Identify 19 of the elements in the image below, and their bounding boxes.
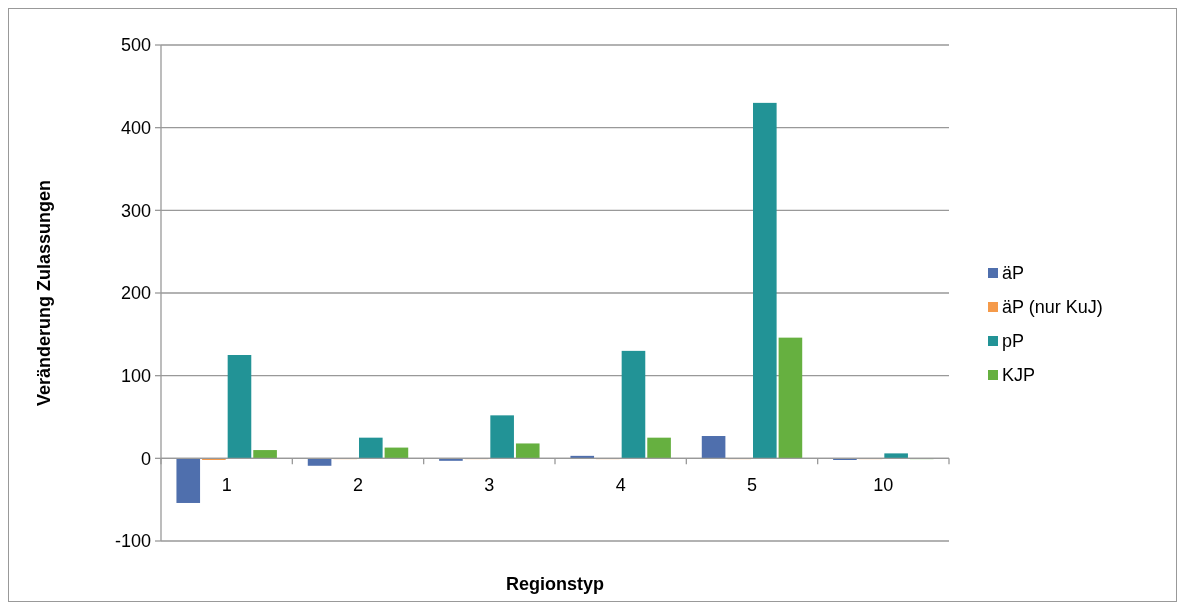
x-tick-label: 10 xyxy=(873,475,894,496)
legend-label: äP xyxy=(1002,263,1025,284)
y-tick-label: 500 xyxy=(120,35,151,56)
x-tick-label: 5 xyxy=(746,475,758,496)
x-axis-title: Regionstyp xyxy=(505,574,605,594)
legend-label: pP xyxy=(1002,331,1025,352)
x-tick-label: 1 xyxy=(221,475,232,496)
y-tick-label: -100 xyxy=(114,531,151,552)
y-tick-label: 200 xyxy=(120,283,151,304)
y-tick-label: 0 xyxy=(140,448,151,469)
x-tick-label: 4 xyxy=(615,475,626,496)
y-tick-label: 100 xyxy=(120,365,151,386)
x-tick-label: 3 xyxy=(484,475,495,496)
y-axis-title: Veränderung Zulassungen xyxy=(34,179,54,407)
legend-label: äP (nur KuJ) xyxy=(1002,297,1103,318)
y-tick-label: 400 xyxy=(120,117,151,138)
x-tick-label: 2 xyxy=(352,475,364,496)
legend-label: KJP xyxy=(1002,365,1036,386)
y-tick-label: 300 xyxy=(120,200,151,221)
